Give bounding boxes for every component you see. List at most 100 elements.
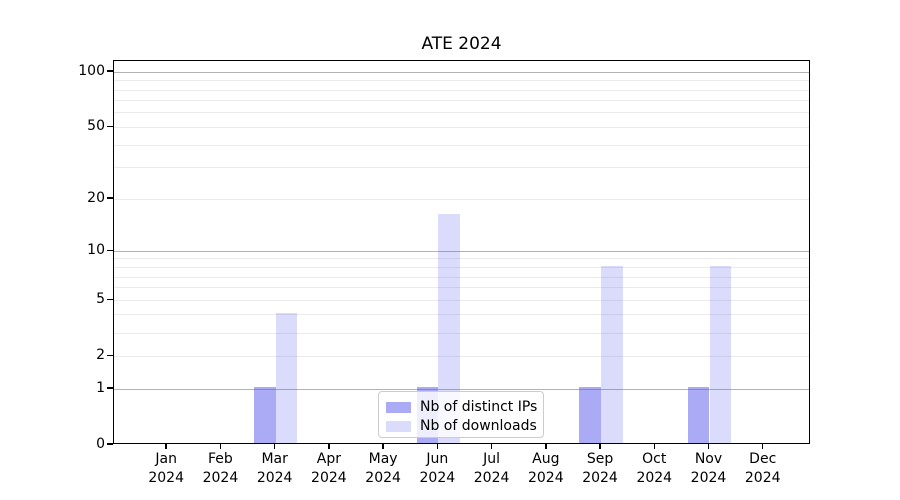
y-tick-mark <box>107 298 113 300</box>
x-tick-mark <box>599 444 601 449</box>
x-tick-label: Jun 2024 <box>405 450 469 488</box>
x-tick-month: Dec <box>749 451 777 467</box>
gridline-minor <box>114 89 809 91</box>
x-tick-label: Nov 2024 <box>677 450 741 488</box>
y-tick-mark <box>107 354 113 356</box>
x-tick-month: Jan <box>155 451 177 467</box>
legend: Nb of distinct IPs Nb of downloads <box>378 391 544 438</box>
x-tick-label: Feb 2024 <box>188 450 252 488</box>
y-tick-label: 100 <box>78 63 105 80</box>
x-tick-year: 2024 <box>419 470 456 486</box>
x-tick-month: Oct <box>642 451 667 467</box>
gridline-minor <box>114 100 809 102</box>
gridline-minor <box>114 198 809 200</box>
x-tick-year: 2024 <box>582 470 618 486</box>
bar-downloads <box>709 265 732 443</box>
gridline-minor <box>114 314 809 316</box>
gridline-minor <box>114 258 809 260</box>
x-tick-month: Nov <box>694 451 723 467</box>
gridline-minor <box>114 355 809 357</box>
x-tick-month: Sep <box>586 451 614 467</box>
bar-downloads <box>601 265 623 443</box>
x-tick-label: Dec 2024 <box>731 450 795 488</box>
x-tick-year: 2024 <box>256 470 293 486</box>
y-tick-label: 50 <box>87 118 105 135</box>
gridline-major <box>114 388 809 390</box>
x-tick-year: 2024 <box>690 470 727 486</box>
x-tick-month: May <box>368 451 398 467</box>
legend-label-distinct-ips: Nb of distinct IPs <box>420 399 538 415</box>
bar-distinct-ips <box>253 387 276 443</box>
y-tick-mark <box>107 443 113 445</box>
y-tick-mark <box>107 197 113 199</box>
y-tick-label: 1 <box>96 380 105 396</box>
gridline-minor <box>114 112 809 114</box>
bar-distinct-ips <box>579 387 602 443</box>
bar-downloads <box>275 313 298 443</box>
gridline-minor <box>114 299 809 301</box>
y-tick-mark <box>107 70 113 72</box>
y-tick-label: 0 <box>96 436 105 452</box>
x-tick-mark <box>328 444 330 449</box>
x-tick-mark <box>273 444 276 449</box>
gridline-major <box>114 71 809 73</box>
x-tick-label: Jul 2024 <box>460 450 524 488</box>
x-tick-mark <box>382 444 384 449</box>
gridline-major <box>114 250 809 252</box>
x-tick-label: Jan 2024 <box>134 450 198 488</box>
gridline-minor <box>114 167 809 169</box>
plot-area <box>113 60 810 444</box>
x-tick-label: Aug 2024 <box>514 450 578 488</box>
y-tick-label: 2 <box>96 347 105 364</box>
legend-swatch-distinct-ips <box>386 402 411 413</box>
gridline-minor <box>114 276 809 278</box>
x-tick-mark <box>707 444 710 449</box>
x-tick-mark <box>653 444 656 449</box>
x-tick-year: 2024 <box>473 470 510 486</box>
legend-label-downloads: Nb of downloads <box>420 418 537 434</box>
x-tick-label: May 2024 <box>351 450 415 488</box>
y-tick-label: 10 <box>87 242 105 259</box>
x-tick-mark <box>436 444 439 449</box>
y-tick-mark <box>107 125 113 128</box>
y-tick-label: 20 <box>87 190 105 207</box>
x-tick-label: Apr 2024 <box>297 450 361 488</box>
gridline-minor <box>114 80 809 82</box>
gridline-minor <box>114 332 809 334</box>
x-tick-year: 2024 <box>365 470 401 486</box>
chart-title: ATE 2024 <box>421 34 502 54</box>
x-tick-month: Feb <box>208 451 233 467</box>
x-tick-year: 2024 <box>311 470 347 486</box>
gridline-minor <box>114 267 809 268</box>
gridline-minor <box>114 144 809 146</box>
y-tick-mark <box>107 387 113 389</box>
bar-distinct-ips <box>687 387 710 443</box>
legend-item-distinct-ips: Nb of distinct IPs <box>386 398 538 417</box>
x-tick-mark <box>219 444 222 449</box>
x-tick-label: Sep 2024 <box>568 450 632 488</box>
y-tick-mark <box>107 249 113 252</box>
x-tick-year: 2024 <box>527 470 564 486</box>
x-tick-month: Aug <box>532 451 560 467</box>
bar-downloads <box>438 214 461 443</box>
x-tick-label: Oct 2024 <box>622 450 686 488</box>
x-tick-year: 2024 <box>148 470 184 486</box>
x-tick-year: 2024 <box>744 470 781 486</box>
x-tick-mark <box>490 444 493 449</box>
x-tick-mark <box>761 444 764 449</box>
gridline-minor <box>114 126 809 128</box>
x-tick-mark <box>165 444 167 449</box>
x-tick-month: Mar <box>261 451 288 467</box>
gridline-minor <box>114 287 809 289</box>
x-tick-year: 2024 <box>636 470 673 486</box>
legend-swatch-downloads <box>386 421 411 432</box>
legend-item-downloads: Nb of downloads <box>386 417 537 436</box>
x-tick-month: Apr <box>316 451 341 467</box>
x-tick-month: Jul <box>483 451 501 467</box>
x-tick-month: Jun <box>426 451 449 467</box>
y-tick-label: 5 <box>96 291 105 308</box>
x-tick-year: 2024 <box>202 470 239 486</box>
x-tick-label: Mar 2024 <box>243 450 307 488</box>
x-tick-mark <box>545 444 547 449</box>
